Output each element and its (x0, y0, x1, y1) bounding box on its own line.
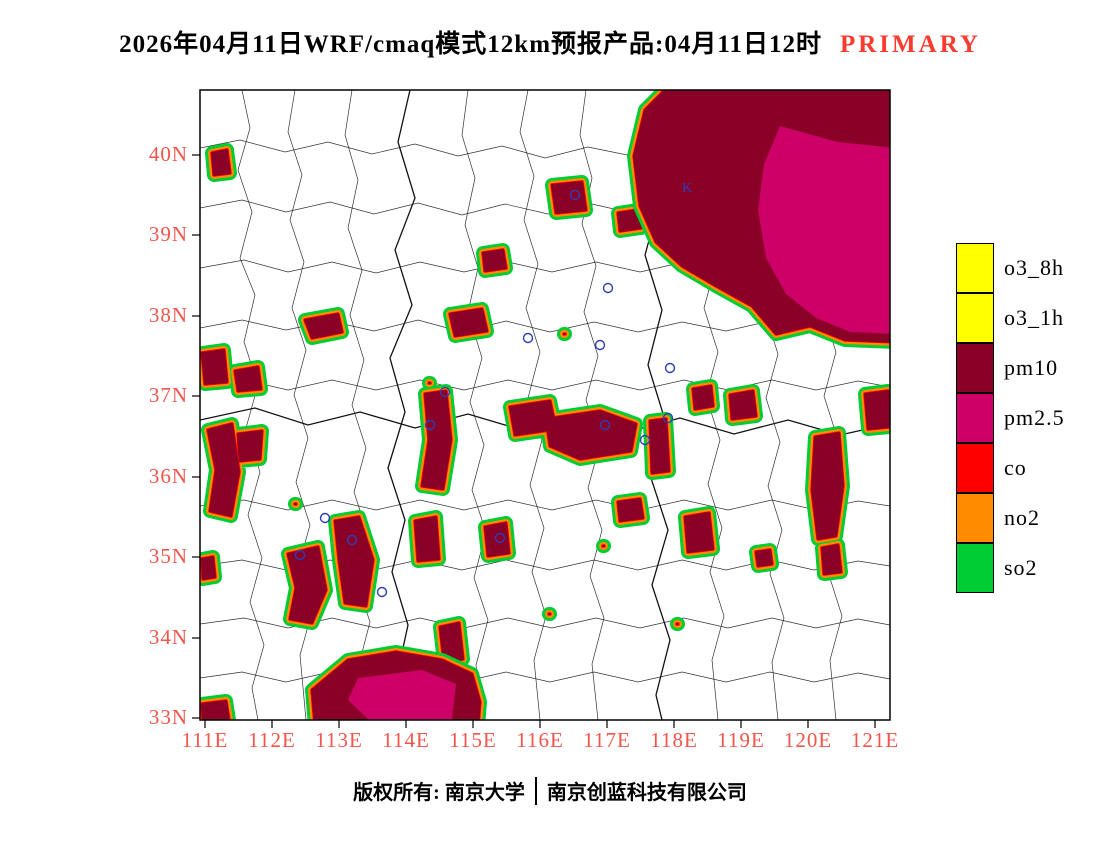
legend-color-swatch (956, 492, 994, 543)
y-axis-label: 34N (148, 625, 188, 649)
legend-label: o3_8h (1004, 255, 1064, 280)
copyright-company: 南京创蓝科技有限公司 (546, 782, 747, 804)
copyright-owner: 版权所有: 南京大学 (353, 782, 525, 804)
legend-item: co (956, 442, 1065, 493)
pm10-pm25-region-southwest (312, 652, 480, 720)
x-axis-label: 114E (382, 728, 430, 752)
axis-ticks (192, 154, 876, 728)
legend-label: co (1004, 455, 1027, 480)
title-main: 2026年04月11日WRF/cmaq模式12km预报产品:04月11日12时 (119, 31, 822, 58)
legend-color-swatch (956, 292, 994, 343)
y-axis-label: 37N (148, 383, 188, 407)
x-axis-label: 111E (181, 728, 229, 752)
map-frame (199, 89, 891, 721)
legend-item: pm10 (956, 342, 1065, 393)
legend-label: no2 (1004, 505, 1040, 530)
pollutant-legend: o3_8h o3_1h pm10 pm2.5 co no2 so2 (956, 242, 1065, 593)
legend-item: o3_8h (956, 242, 1065, 293)
pm25-subregion-northeast (758, 126, 890, 334)
legend-item: no2 (956, 492, 1065, 543)
station-label-k: K (682, 181, 692, 196)
legend-item: pm2.5 (956, 392, 1065, 443)
station-markers: K (294, 181, 692, 598)
legend-item: so2 (956, 542, 1065, 593)
legend-color-swatch (956, 342, 994, 393)
y-axis-label: 33N (148, 705, 188, 729)
x-axis-label: 112E (248, 728, 296, 752)
y-axis-label: 35N (148, 544, 188, 568)
pollutant-regions (202, 90, 890, 720)
copyright-footer: 版权所有: 南京大学 南京创蓝科技有限公司 (0, 776, 1100, 805)
x-axis-label: 116E (516, 728, 564, 752)
y-axis-label: 38N (148, 303, 188, 327)
x-axis-label: 121E (850, 728, 900, 752)
forecast-map-canvas: K (192, 89, 891, 728)
forecast-map: K (188, 78, 902, 732)
x-axis-label: 118E (650, 728, 698, 752)
legend-label: pm10 (1004, 355, 1059, 380)
pm10-pm25-region-northeast (634, 90, 890, 342)
legend-label: pm2.5 (1004, 405, 1065, 430)
title-primary-tag: PRIMARY (839, 31, 981, 58)
x-axis-label: 117E (583, 728, 631, 752)
legend-color-swatch (956, 542, 994, 593)
legend-item: o3_1h (956, 292, 1065, 343)
x-axis-label: 119E (717, 728, 765, 752)
y-axis-label: 36N (148, 464, 188, 488)
page-title: 2026年04月11日WRF/cmaq模式12km预报产品:04月11日12时 P… (0, 24, 1100, 60)
legend-label: o3_1h (1004, 305, 1064, 330)
legend-label: so2 (1004, 555, 1038, 580)
pm25-subregion-southwest (348, 670, 456, 720)
legend-color-swatch (956, 242, 994, 293)
y-axis-label: 40N (148, 142, 188, 166)
x-axis-label: 115E (449, 728, 497, 752)
legend-color-swatch (956, 392, 994, 443)
legend-color-swatch (956, 442, 994, 493)
x-axis-label: 113E (315, 728, 363, 752)
x-axis-label: 120E (783, 728, 833, 752)
footer-divider (534, 776, 537, 805)
y-axis-label: 39N (148, 222, 188, 246)
